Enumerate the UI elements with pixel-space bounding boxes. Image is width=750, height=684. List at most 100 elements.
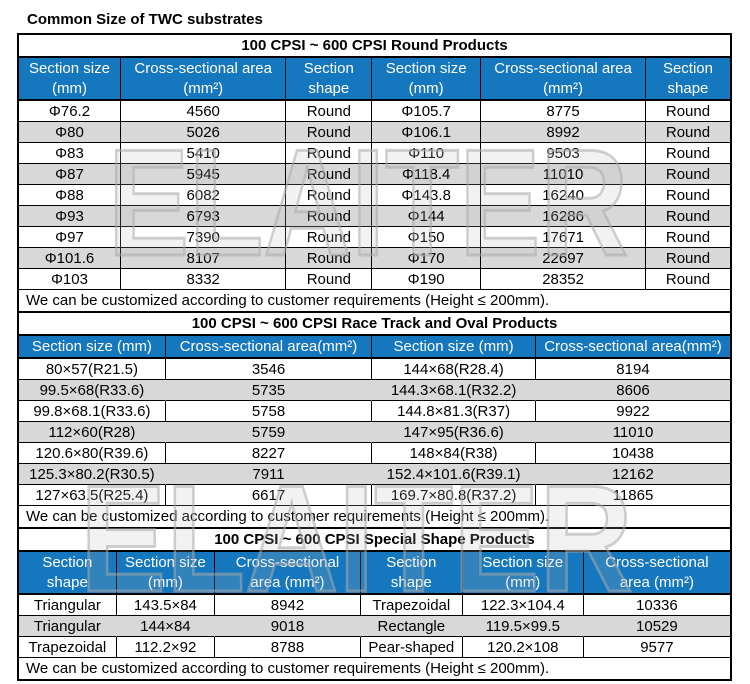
column-header: Section size (mm) xyxy=(115,552,215,595)
table-cell: 144×68(R28.4) xyxy=(371,359,535,380)
table-row: Φ83 5410 Round Φ110 9503 Round xyxy=(19,143,730,164)
table-cell: Round xyxy=(644,248,730,269)
customization-note: We can be customized according to custom… xyxy=(19,290,730,313)
table-cell: 80×57(R21.5) xyxy=(19,359,165,380)
table-row: 80×57(R21.5) 3546 144×68(R28.4) 8194 xyxy=(19,359,730,380)
table-cell: 12162 xyxy=(534,464,730,485)
column-header: Cross-sectional area(mm²) xyxy=(164,336,372,359)
table-cell: Φ150 xyxy=(371,227,481,248)
table-cell: 99.5×68(R33.6) xyxy=(19,380,165,401)
table-cell: 169.7×80.8(R37.2) xyxy=(371,485,535,506)
table-cell: 28352 xyxy=(480,269,645,290)
table-cell: Round xyxy=(285,164,372,185)
table-cell: Round xyxy=(285,185,372,206)
table-cell: 8227 xyxy=(164,443,372,464)
table-cell: Φ103 xyxy=(19,269,120,290)
table-cell: 99.8×68.1(R33.6) xyxy=(19,401,165,422)
column-header: Section size (mm) xyxy=(461,552,583,595)
table-cell: 4560 xyxy=(119,101,286,122)
table-cell: 11010 xyxy=(534,422,730,443)
table-row: 99.5×68(R33.6) 5735 144.3×68.1(R32.2) 8606 xyxy=(19,380,730,401)
header-row: Section shape Section size (mm) Cross-sect… xyxy=(19,552,730,595)
table-cell: 9577 xyxy=(582,637,730,658)
section-special-shape-products: 100 CPSI ~ 600 CPSI Special Shape Produc… xyxy=(19,529,730,679)
table-cell: 8107 xyxy=(119,248,286,269)
table-cell: 5759 xyxy=(164,422,372,443)
table-cell: 7911 xyxy=(164,464,372,485)
table-cell: 119.5×99.5 xyxy=(461,616,583,637)
table-cell: 11865 xyxy=(534,485,730,506)
section-title: 100 CPSI ~ 600 CPSI Race Track and Oval … xyxy=(19,313,730,336)
header-row: Section size (mm) Cross-sectional area (m… xyxy=(19,58,730,101)
column-header: Section shape xyxy=(285,58,372,101)
table-cell: 144.3×68.1(R32.2) xyxy=(371,380,535,401)
round-products-table: Section size (mm) Cross-sectional area (m… xyxy=(19,58,730,290)
table-cell: 5735 xyxy=(164,380,372,401)
table-cell: 152.4×101.6(R39.1) xyxy=(371,464,535,485)
column-header: Section size (mm) xyxy=(371,336,535,359)
table-cell: 8992 xyxy=(480,122,645,143)
table-cell: 120.2×108 xyxy=(461,637,583,658)
table-cell: Triangular xyxy=(19,616,116,637)
section-title: 100 CPSI ~ 600 CPSI Round Products xyxy=(19,35,730,58)
table-cell: Trapezoidal xyxy=(19,637,116,658)
table-cell: Φ190 xyxy=(371,269,481,290)
table-cell: Pear-shaped xyxy=(359,637,462,658)
table-row: 112×60(R28) 5759 147×95(R36.6) 11010 xyxy=(19,422,730,443)
column-header: Cross-sectional area (mm²) xyxy=(480,58,645,101)
table-header-row: Section shape Section size (mm) Cross-sect… xyxy=(19,552,730,595)
table-cell: 5945 xyxy=(119,164,286,185)
table-cell: Φ101.6 xyxy=(19,248,120,269)
table-cell: Round xyxy=(644,206,730,227)
table-cell: 8606 xyxy=(534,380,730,401)
table-cell: 5758 xyxy=(164,401,372,422)
table-cell: Round xyxy=(285,101,372,122)
table-cell: 17671 xyxy=(480,227,645,248)
table-cell: Rectangle xyxy=(359,616,462,637)
table-row: Triangular 144×84 9018 Rectangle 119.5×99.5 1… xyxy=(19,616,730,637)
header-row: Section size (mm) Cross-sectional area(mm… xyxy=(19,336,730,359)
table-cell: 144×84 xyxy=(115,616,215,637)
table-cell: Round xyxy=(644,185,730,206)
column-header: Section shape xyxy=(19,552,116,595)
table-row: Φ93 6793 Round Φ144 16286 Round xyxy=(19,206,730,227)
table-cell: 16286 xyxy=(480,206,645,227)
table-cell: 5026 xyxy=(119,122,286,143)
table-cell: Φ170 xyxy=(371,248,481,269)
table-cell: 8788 xyxy=(214,637,360,658)
table-cell: Φ118.4 xyxy=(371,164,481,185)
table-cell: 144.8×81.3(R37) xyxy=(371,401,535,422)
customization-note: We can be customized according to custom… xyxy=(19,658,730,679)
column-header: Cross-sectional area (mm²) xyxy=(214,552,360,595)
table-cell: 10438 xyxy=(534,443,730,464)
table-cell: Φ143.8 xyxy=(371,185,481,206)
table-row: Φ88 6082 Round Φ143.8 16240 Round xyxy=(19,185,730,206)
column-header: Cross-sectional area (mm²) xyxy=(119,58,286,101)
table-cell: 8775 xyxy=(480,101,645,122)
section-title: 100 CPSI ~ 600 CPSI Special Shape Produc… xyxy=(19,529,730,552)
table-cell: 10336 xyxy=(582,595,730,616)
section-race-track-oval-products: 100 CPSI ~ 600 CPSI Race Track and Oval … xyxy=(19,313,730,529)
table-cell: Trapezoidal xyxy=(359,595,462,616)
table-cell: Triangular xyxy=(19,595,116,616)
table-cell: Round xyxy=(285,227,372,248)
table-cell: Round xyxy=(644,101,730,122)
table-cell: 8194 xyxy=(534,359,730,380)
table-cell: 127×63.5(R25.4) xyxy=(19,485,165,506)
customization-note: We can be customized according to custom… xyxy=(19,506,730,529)
table-cell: Φ87 xyxy=(19,164,120,185)
table-row: 120.6×80(R39.6) 8227 148×84(R38) 10438 xyxy=(19,443,730,464)
table-cell: 8332 xyxy=(119,269,286,290)
table-row: Φ76.2 4560 Round Φ105.7 8775 Round xyxy=(19,101,730,122)
table-header-row: Section size (mm) Cross-sectional area (m… xyxy=(19,58,730,101)
table-body: Triangular 143.5×84 8942 Trapezoidal 122.3×1… xyxy=(19,595,730,658)
table-cell: Φ106.1 xyxy=(371,122,481,143)
table-cell: Round xyxy=(644,143,730,164)
column-header: Section shape xyxy=(644,58,730,101)
table-row: 99.8×68.1(R33.6) 5758 144.8×81.3(R37) 9922 xyxy=(19,401,730,422)
table-cell: 11010 xyxy=(480,164,645,185)
column-header: Section size (mm) xyxy=(19,336,165,359)
table-cell: Φ93 xyxy=(19,206,120,227)
table-body: 80×57(R21.5) 3546 144×68(R28.4) 8194 99.5×68… xyxy=(19,359,730,506)
